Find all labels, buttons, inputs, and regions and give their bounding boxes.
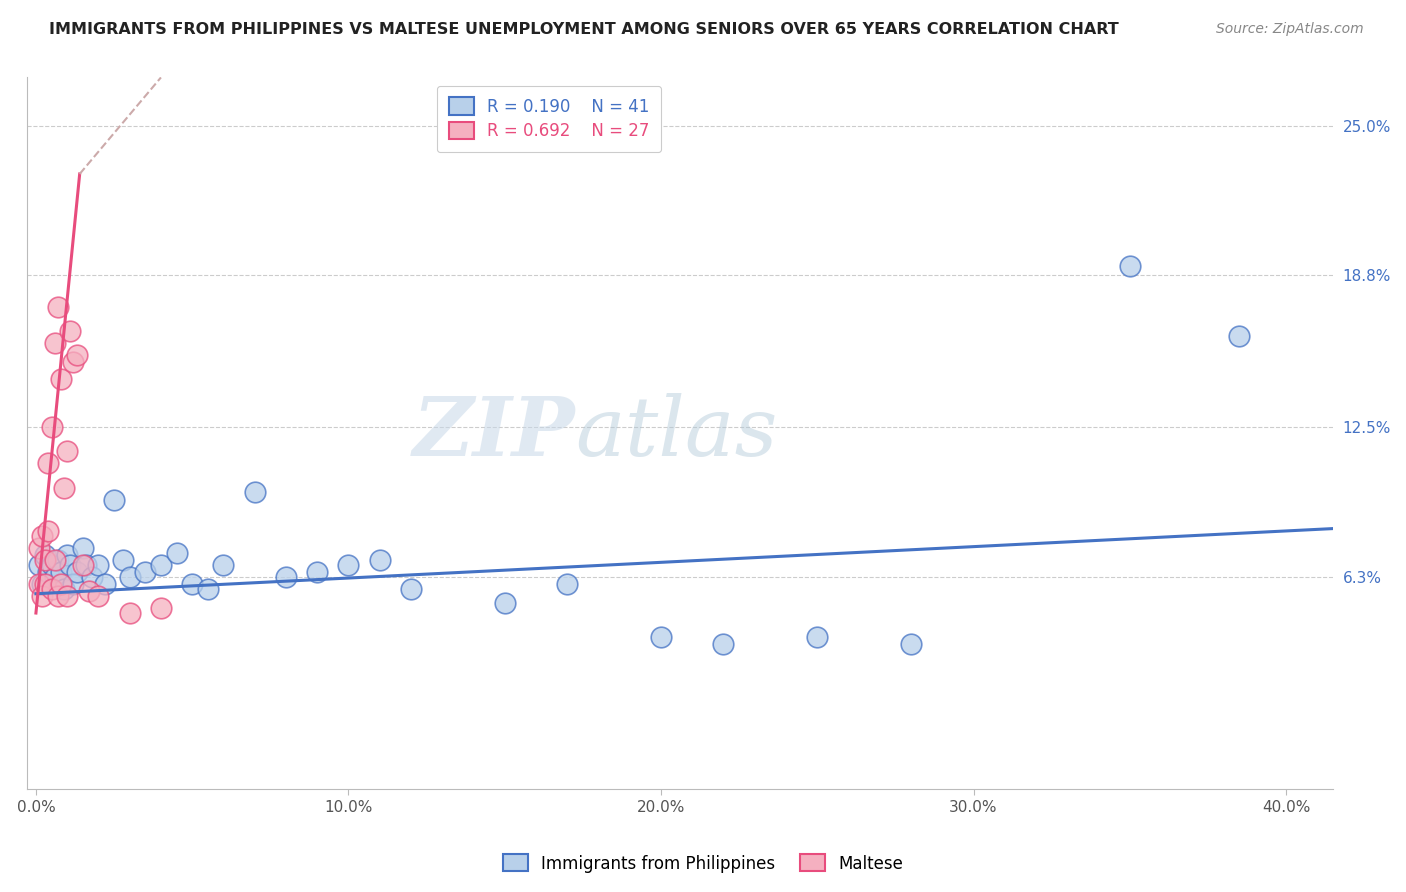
Point <box>650 630 672 644</box>
Point <box>34 553 56 567</box>
Point <box>56 444 79 458</box>
Point <box>82 570 104 584</box>
Point <box>28 541 51 555</box>
Point <box>41 558 63 572</box>
Point <box>37 565 59 579</box>
Point <box>46 300 69 314</box>
Point <box>77 584 100 599</box>
Point <box>49 565 72 579</box>
Point <box>307 565 329 579</box>
Text: ZIP: ZIP <box>412 393 575 474</box>
Point <box>274 570 297 584</box>
Point <box>181 577 204 591</box>
Point <box>149 558 172 572</box>
Point <box>46 553 69 567</box>
Point <box>197 582 219 596</box>
Point <box>149 601 172 615</box>
Point <box>56 589 79 603</box>
Point <box>31 577 53 591</box>
Point <box>41 582 63 596</box>
Point <box>44 553 66 567</box>
Point <box>53 481 76 495</box>
Point <box>41 420 63 434</box>
Point <box>37 524 59 538</box>
Point <box>49 372 72 386</box>
Point <box>1119 259 1142 273</box>
Point <box>34 548 56 562</box>
Point <box>118 570 141 584</box>
Point <box>31 589 53 603</box>
Point <box>806 630 828 644</box>
Point <box>59 324 82 338</box>
Point <box>59 558 82 572</box>
Point <box>28 558 51 572</box>
Text: atlas: atlas <box>575 393 778 474</box>
Point <box>87 558 110 572</box>
Point <box>555 577 578 591</box>
Point <box>112 553 135 567</box>
Point <box>72 541 94 555</box>
Point <box>93 577 115 591</box>
Point <box>166 546 188 560</box>
Point <box>34 577 56 591</box>
Point <box>900 637 922 651</box>
Point <box>494 596 516 610</box>
Point <box>118 606 141 620</box>
Point <box>56 548 79 562</box>
Point <box>134 565 156 579</box>
Point <box>65 565 87 579</box>
Point <box>1227 328 1250 343</box>
Point <box>53 582 76 596</box>
Point <box>28 577 51 591</box>
Legend: Immigrants from Philippines, Maltese: Immigrants from Philippines, Maltese <box>496 847 910 880</box>
Point <box>212 558 235 572</box>
Point <box>46 589 69 603</box>
Point <box>337 558 360 572</box>
Point <box>37 457 59 471</box>
Text: Source: ZipAtlas.com: Source: ZipAtlas.com <box>1216 22 1364 37</box>
Point <box>103 492 125 507</box>
Point <box>368 553 391 567</box>
Point <box>713 637 735 651</box>
Point <box>62 355 84 369</box>
Point <box>87 589 110 603</box>
Point <box>72 558 94 572</box>
Point <box>65 348 87 362</box>
Point <box>75 558 97 572</box>
Point <box>31 529 53 543</box>
Point <box>49 577 72 591</box>
Legend: R = 0.190    N = 41, R = 0.692    N = 27: R = 0.190 N = 41, R = 0.692 N = 27 <box>437 86 661 153</box>
Point <box>243 485 266 500</box>
Text: IMMIGRANTS FROM PHILIPPINES VS MALTESE UNEMPLOYMENT AMONG SENIORS OVER 65 YEARS : IMMIGRANTS FROM PHILIPPINES VS MALTESE U… <box>49 22 1119 37</box>
Point <box>44 570 66 584</box>
Point <box>62 577 84 591</box>
Point <box>44 335 66 350</box>
Point <box>399 582 422 596</box>
